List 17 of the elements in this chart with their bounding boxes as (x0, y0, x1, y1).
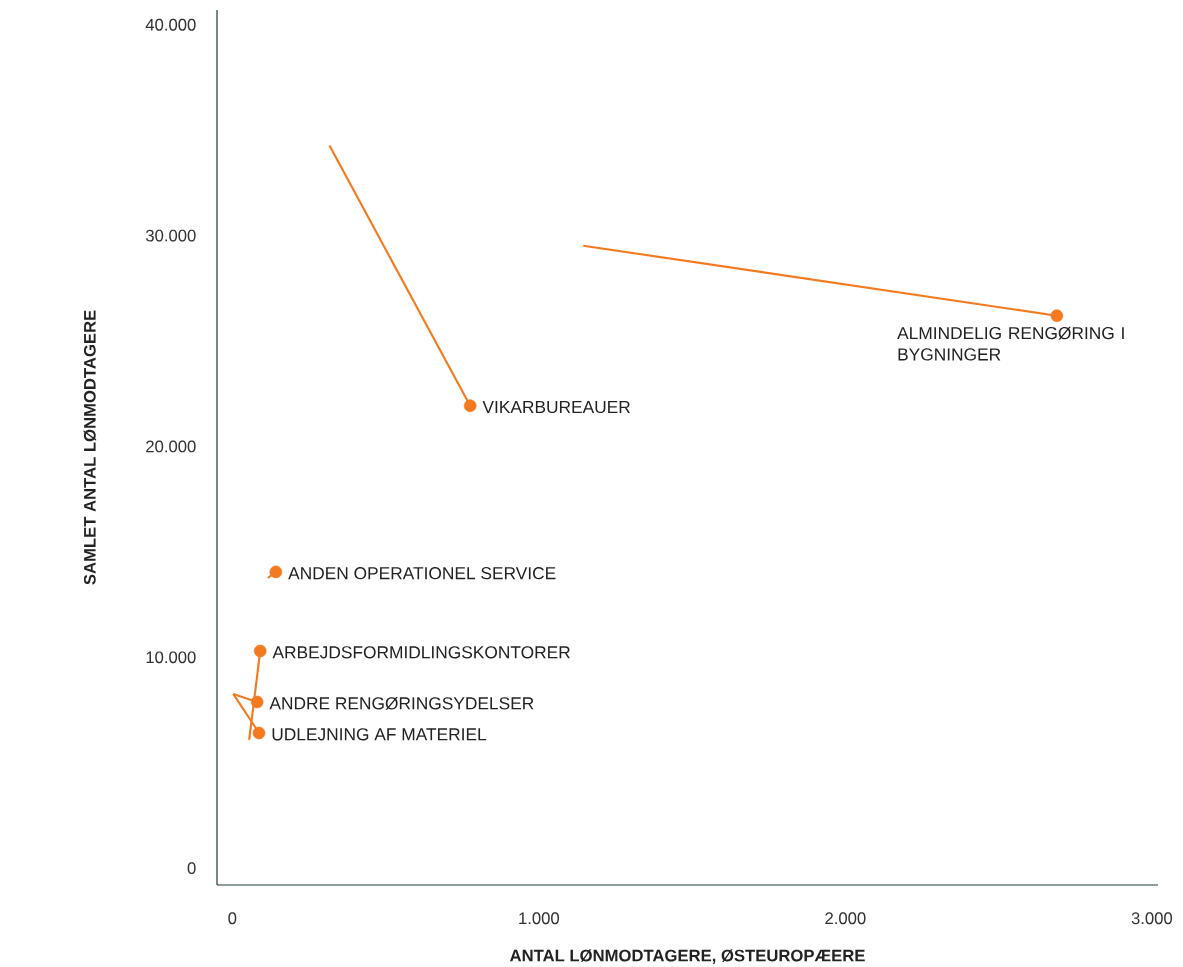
series-label: ANDEN OPERATIONEL SERVICE (288, 567, 556, 580)
series-label: ALMINDELIG RENGØRING I BYGNINGER (897, 326, 1124, 361)
y-tick-label: 20.000 (146, 440, 196, 453)
series-label: ANDRE RENGØRINGSYDELSER (269, 696, 534, 710)
x-tick-label: 1.000 (519, 912, 560, 925)
y-tick-label: 40.000 (145, 18, 196, 31)
x-tick-label: 2.000 (825, 912, 866, 925)
series-label: UDLEJNING AF MATERIEL (272, 728, 487, 741)
x-tick-label: 3.000 (1131, 912, 1173, 925)
y-tick-label: 0 (187, 862, 196, 875)
series-label: VIKARBUREAUER (482, 401, 630, 414)
y-axis-title: SAMLET ANTAL LØNMODTAGERE (83, 310, 97, 585)
series-label: ARBEJDSFORMIDLINGSKONTORER (272, 646, 570, 659)
x-tick-label: 0 (228, 912, 237, 925)
x-axis-title: ANTAL LØNMODTAGERE, ØSTEUROPÆERE (509, 949, 865, 964)
y-tick-label: 10.000 (146, 651, 196, 664)
y-tick-label: 30.000 (145, 229, 196, 242)
